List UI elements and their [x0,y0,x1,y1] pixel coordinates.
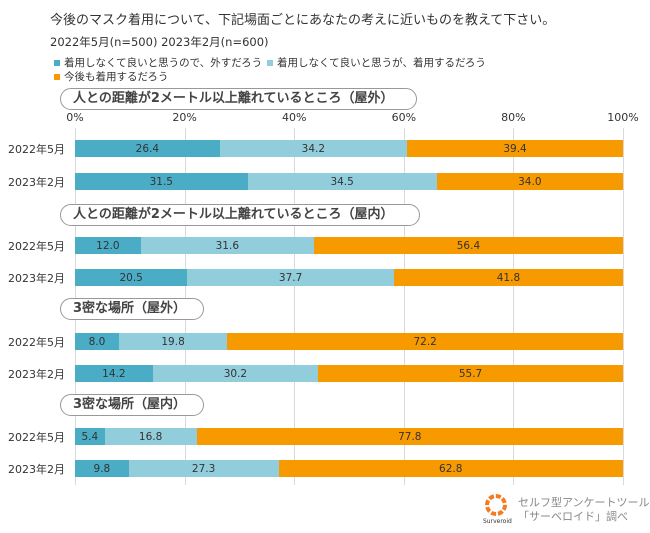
chart-title: 今後のマスク着用について、下記場面ごとにあなたの考えに近いものを教えて下さい。 [50,13,556,28]
data-label: 31.6 [215,239,240,252]
data-label: 56.4 [456,239,481,252]
bar-segment: 37.7 [187,269,394,286]
data-label: 37.7 [278,271,303,284]
bar-segment: 62.8 [278,460,623,477]
data-label: 72.2 [413,335,437,348]
legend-item-1: 着用しなくて良いと思うので、外すだろう [54,55,262,70]
credit-line1: セルフ型アンケートツール [518,496,650,509]
x-tick-label: 20% [172,111,197,124]
legend-swatch [54,73,60,80]
flower-logo-icon [485,494,507,516]
data-label: 62.8 [439,462,463,475]
data-label: 16.8 [138,430,163,443]
gridline [513,128,515,485]
data-label: 34.0 [518,175,542,188]
bar-segment: 31.6 [140,237,314,254]
bar-segment: 16.8 [104,428,197,445]
data-label: 41.8 [496,271,521,284]
data-label: 34.2 [301,142,326,155]
group-label: 3密な場所（屋外） [60,298,204,320]
x-tick-label: 40% [281,111,307,124]
row-label: 2022年5月 [8,431,65,444]
bar-segment: 34.2 [219,140,408,157]
data-label: 14.2 [102,367,126,380]
chart-subtitle: 2022年5月(n=500) 2023年2月(n=600) [50,35,269,49]
row-label: 2022年5月 [8,336,65,349]
legend-label: 着用しなくて良いと思うが、着用するだろう [277,57,486,69]
bar-segment: 27.3 [128,460,279,477]
bar-segment: 77.8 [196,428,623,445]
gridline [623,128,624,485]
data-label: 30.2 [223,367,248,380]
bar-segment: 26.4 [75,140,220,157]
group-label: 3密な場所（屋内） [60,394,204,416]
bar-segment: 34.5 [247,173,437,190]
bar-segment: 30.2 [152,365,319,382]
credit-line2: 「サーベロイド」調べ [518,510,628,523]
legend-swatch [267,59,273,66]
legend-swatch [54,59,60,66]
bar-segment: 72.2 [227,333,623,350]
x-tick-label: 0% [66,111,84,124]
bar-segment: 20.5 [75,269,188,286]
surveroid-logo: Surveroid [483,494,512,525]
gridline [294,128,296,485]
bar-segment: 14.2 [75,365,153,382]
data-label: 12.0 [96,239,120,252]
row-label: 2022年5月 [8,240,65,253]
credit: セルフ型アンケートツール 「サーベロイド」調べ [518,496,650,524]
bar-segment: 34.0 [436,173,623,190]
data-label: 26.4 [135,142,160,155]
bar-segment: 9.8 [75,460,129,477]
group-label: 人との距離が2メートル以上離れているところ（屋外） [60,88,417,110]
bar-segment: 8.0 [75,333,119,350]
data-label: 34.5 [330,175,354,188]
legend-item-2: 着用しなくて良いと思うが、着用するだろう [267,55,486,70]
gridline [403,128,405,485]
data-label: 9.8 [93,462,111,475]
legend-label: 着用しなくて良いと思うので、外すだろう [64,57,263,69]
legend-label: 今後も着用するだろう [64,71,169,83]
bar-segment: 19.8 [118,333,228,350]
data-label: 19.8 [161,335,185,348]
data-label: 77.8 [398,430,422,443]
row-label: 2023年2月 [8,272,65,285]
bar-segment: 5.4 [75,428,105,445]
row-label: 2023年2月 [8,463,65,476]
data-label: 31.5 [149,175,173,188]
bar-segment: 39.4 [407,140,623,157]
bar-segment: 55.7 [318,365,623,382]
data-label: 20.5 [119,271,143,284]
x-tick-label: 100% [607,111,639,124]
row-label: 2022年5月 [8,143,65,156]
row-label: 2023年2月 [8,368,65,381]
data-label: 5.4 [81,430,99,443]
data-label: 8.0 [88,335,106,348]
data-label: 39.4 [503,142,527,155]
bar-segment: 12.0 [75,237,141,254]
data-label: 27.3 [191,462,216,475]
legend-item-3: 今後も着用するだろう [54,69,168,84]
bar-segment: 56.4 [313,237,623,254]
data-label: 55.7 [458,367,483,380]
x-tick-label: 80% [501,111,526,124]
logo-text: Surveroid [483,518,512,525]
row-label: 2023年2月 [8,176,65,189]
x-tick-label: 60% [391,111,417,124]
group-label: 人との距離が2メートル以上離れているところ（屋内） [60,204,420,226]
bar-segment: 31.5 [75,173,248,190]
bar-segment: 41.8 [393,269,623,286]
